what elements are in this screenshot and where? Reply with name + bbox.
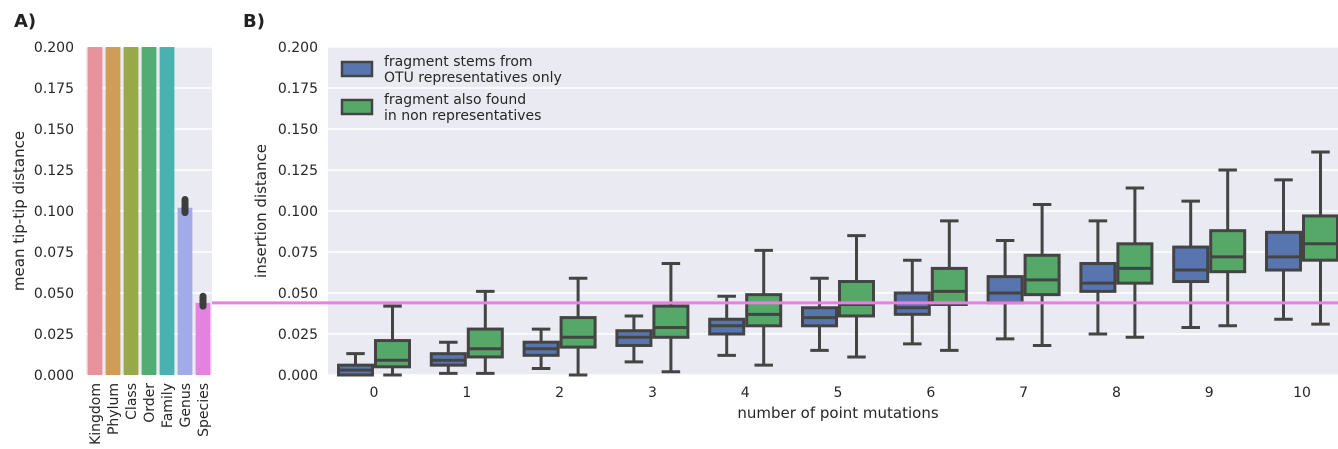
box-otu-rep-3 — [615, 314, 653, 364]
x-tick-5: 5 — [834, 385, 843, 401]
box-body — [986, 275, 1024, 305]
panel-a-y-tick-label: 0.150 — [34, 122, 74, 138]
panel-a-letter: A) — [14, 11, 36, 32]
box-otu-rep-0 — [337, 352, 374, 377]
x-tick-3: 3 — [648, 385, 657, 401]
bar-phylum — [105, 47, 121, 375]
x-tick-6: 6 — [926, 385, 935, 401]
panel-a-y-tick-label: 0.025 — [34, 327, 74, 343]
x-tick-class: Class — [124, 383, 140, 420]
box-body — [559, 316, 597, 349]
box-body — [930, 266, 968, 306]
legend-label-0: fragment stems from — [384, 54, 533, 70]
x-tick-phylum: Phylum — [106, 383, 122, 435]
panel-b-y-tick-label: 0.075 — [278, 245, 318, 261]
box-body — [1023, 253, 1061, 297]
box-non-rep-8 — [1116, 186, 1154, 339]
box-body — [374, 339, 411, 369]
panel-b-x-ticks: 0 1 2 3 4 5 6 7 8 9 10 — [370, 385, 1311, 401]
box-otu-rep-2 — [522, 327, 560, 370]
panel-b-y-tick-label: 0.125 — [278, 163, 318, 179]
x-tick-2: 2 — [555, 385, 564, 401]
panel-a-y-ticks: 0.000 0.025 0.050 0.075 0.100 0.125 0.150 0.175… — [34, 40, 74, 384]
panel-b-y-tick-label: 0.200 — [278, 40, 318, 56]
box-otu-rep-8 — [1079, 219, 1117, 336]
box-body — [652, 304, 690, 339]
x-tick-1: 1 — [462, 385, 471, 401]
bar-kingdom — [87, 47, 103, 375]
box-body — [466, 327, 504, 359]
box-body — [838, 280, 875, 318]
x-tick-order: Order — [142, 383, 158, 423]
panel-a-y-tick-label: 0.200 — [34, 40, 74, 56]
box-body — [1116, 242, 1154, 285]
panel-b-y-ticks: 0.000 0.025 0.050 0.075 0.100 0.125 0.150 0.175… — [278, 40, 318, 384]
bar-species — [195, 302, 211, 375]
box-non-rep-9 — [1209, 168, 1247, 328]
panel-b-x-axis-label: number of point mutations — [737, 404, 938, 422]
box-body — [745, 293, 783, 328]
x-tick-10: 10 — [1293, 385, 1311, 401]
box-non-rep-1 — [466, 289, 504, 375]
panel-b-y-tick-label: 0.000 — [278, 368, 318, 384]
x-tick-7: 7 — [1019, 385, 1028, 401]
panel-b-y-axis-label: insertion distance — [252, 144, 270, 278]
panel-a-bars — [87, 47, 211, 375]
box-otu-rep-4 — [708, 294, 746, 357]
box-non-rep-3 — [652, 261, 690, 374]
panel-a-y-axis-label: mean tip-tip distance — [10, 131, 28, 291]
legend-swatch-0 — [340, 60, 374, 78]
panel-a-error-bars — [181, 196, 207, 310]
box-non-rep-2 — [559, 276, 597, 377]
box-body — [1302, 214, 1338, 262]
bar-genus — [177, 207, 193, 375]
box-non-rep-5 — [838, 234, 875, 359]
x-tick-genus: Genus — [178, 383, 194, 428]
panel-a-y-tick-label: 0.100 — [34, 204, 74, 220]
box-otu-rep-10 — [1265, 178, 1302, 321]
panel-a-y-tick-label: 0.050 — [34, 286, 74, 302]
x-tick-species: Species — [196, 383, 212, 437]
panel-b-letter: B) — [243, 11, 265, 32]
panel-b-gridlines — [328, 46, 1338, 376]
box-non-rep-10 — [1302, 150, 1338, 326]
panel-b-y-tick-label: 0.175 — [278, 81, 318, 97]
x-tick-0: 0 — [370, 385, 379, 401]
box-otu-rep-7 — [986, 239, 1024, 341]
box-body — [1209, 229, 1247, 274]
x-tick-kingdom: Kingdom — [88, 383, 104, 445]
panel-a-y-tick-label: 0.000 — [34, 368, 74, 384]
legend-label-1: in non representatives — [384, 108, 541, 124]
panel-b-y-tick-label: 0.100 — [278, 204, 318, 220]
box-body — [1079, 261, 1117, 293]
bar-class — [123, 47, 139, 375]
box-non-rep-6 — [930, 219, 968, 352]
x-tick-4: 4 — [741, 385, 750, 401]
panel-b-y-tick-label: 0.025 — [278, 327, 318, 343]
panel-a-y-tick-label: 0.175 — [34, 81, 74, 97]
box-otu-rep-5 — [801, 276, 838, 352]
box-otu-rep-1 — [429, 340, 467, 375]
panel-a-y-tick-label: 0.075 — [34, 245, 74, 261]
x-tick-family: Family — [160, 383, 176, 428]
box-non-rep-4 — [745, 248, 783, 367]
x-tick-9: 9 — [1205, 385, 1214, 401]
panel-b-y-tick-label: 0.050 — [278, 286, 318, 302]
legend-label-0: OTU representatives only — [384, 70, 562, 86]
bar-order — [141, 47, 157, 375]
x-tick-8: 8 — [1112, 385, 1121, 401]
panel-b-y-tick-label: 0.150 — [278, 122, 318, 138]
panel-a-y-tick-label: 0.125 — [34, 163, 74, 179]
box-body — [1172, 245, 1210, 284]
legend-label-1: fragment also found — [384, 92, 526, 108]
box-otu-rep-9 — [1172, 199, 1210, 329]
bar-family — [159, 47, 175, 375]
box-body — [1265, 230, 1302, 272]
box-non-rep-0 — [374, 304, 411, 377]
legend-swatch-1 — [340, 98, 374, 116]
panel-a-x-ticks: Kingdom Phylum Class Order Family Genus Specie… — [88, 383, 212, 445]
box-non-rep-7 — [1023, 202, 1061, 347]
